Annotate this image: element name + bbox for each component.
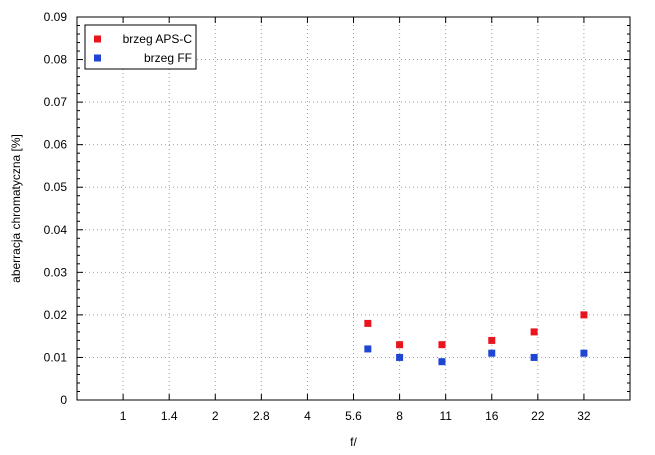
y-axis-title: aberracja chromatyczna [%]	[9, 134, 23, 283]
x-tick-label: 22	[531, 409, 545, 423]
y-tick-label: 0.01	[44, 350, 68, 364]
x-tick-labels: 1 1.4 2 2.8 4 5.6 8 11 16 22 32	[120, 409, 591, 423]
x-tick-label: 1	[120, 409, 127, 423]
x-tick-label: 2	[212, 409, 219, 423]
data-point-aps-c	[364, 319, 372, 327]
y-tick-labels: 0 0.01 0.02 0.03 0.04 0.05 0.06 0.07 0.08 0.09	[44, 10, 68, 407]
data-point-ff	[488, 349, 496, 357]
data-point-aps-c	[438, 341, 446, 349]
data-point-aps-c	[396, 341, 404, 349]
data-point-ff	[438, 358, 446, 366]
x-tick-label: 1.4	[161, 409, 178, 423]
data-point-ff	[396, 353, 404, 361]
axis-ticks	[77, 16, 630, 401]
x-tick-label: 4	[304, 409, 311, 423]
y-tick-label: 0.03	[44, 265, 68, 279]
legend-label-aps-c: brzeg APS-C	[123, 32, 193, 46]
x-tick-label: 2.8	[253, 409, 270, 423]
x-tick-label: 8	[396, 409, 403, 423]
data-point-aps-c	[530, 328, 538, 336]
y-tick-label: 0.02	[44, 308, 68, 322]
data-point-aps-c	[580, 311, 588, 319]
legend: brzeg APS-C brzeg FF	[84, 24, 197, 70]
legend-box	[84, 24, 197, 70]
x-axis-title: f/	[350, 435, 357, 449]
x-tick-label: 32	[577, 409, 591, 423]
grid	[77, 17, 630, 400]
legend-marker-ff	[94, 54, 101, 62]
x-tick-label: 5.6	[345, 409, 362, 423]
y-tick-label: 0.05	[44, 180, 68, 194]
data-point-aps-c	[488, 336, 496, 344]
y-tick-label: 0.08	[44, 53, 68, 67]
y-tick-label: 0.07	[44, 95, 68, 109]
y-tick-label: 0.04	[44, 223, 68, 237]
y-tick-label: 0.06	[44, 138, 68, 152]
x-tick-label: 16	[485, 409, 499, 423]
y-tick-label: 0.09	[44, 10, 68, 24]
plot-frame	[76, 16, 631, 401]
y-tick-label: 0	[60, 393, 67, 407]
data-points	[364, 311, 588, 366]
legend-marker-aps-c	[94, 35, 101, 43]
data-point-ff	[530, 353, 538, 361]
x-tick-label: 11	[439, 409, 452, 423]
data-point-ff	[364, 345, 372, 353]
legend-label-ff: brzeg FF	[144, 51, 192, 65]
data-point-ff	[580, 349, 588, 357]
